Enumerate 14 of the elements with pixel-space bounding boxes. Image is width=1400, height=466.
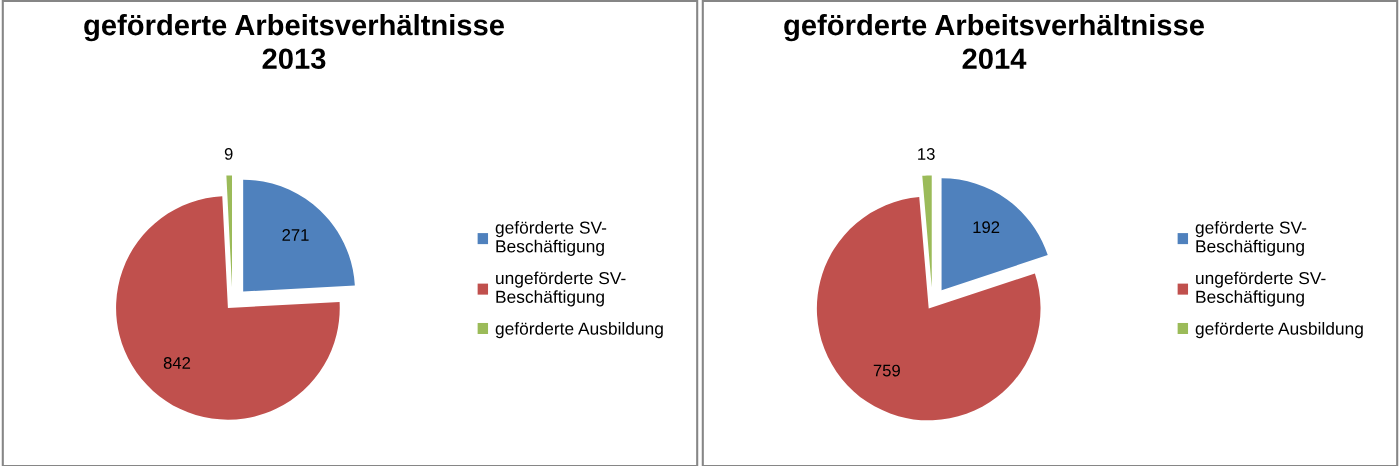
legend-label: ungeförderte SV-Beschäftigung (1196, 271, 1326, 307)
legend-label: geförderte Ausbildung (1195, 322, 1363, 339)
chart-title: geförderte Arbeitsverhältnisse 2013 (84, 13, 504, 70)
data-label: 13 (918, 148, 935, 160)
legend-label: geförderte Ausbildung (495, 322, 663, 339)
data-label: 192 (973, 221, 1000, 234)
data-label: 759 (873, 364, 900, 377)
legend-label: ungeförderte SV-Beschäftigung (496, 271, 626, 307)
legend-label: geförderte SV-Beschäftigung (495, 221, 607, 256)
chart-title: geförderte Arbeitsverhältnisse 2014 (784, 13, 1204, 70)
data-label: 842 (163, 357, 191, 369)
data-label: 9 (224, 147, 233, 160)
data-label: 271 (282, 229, 309, 241)
legend-label: geförderte SV-Beschäftigung (1195, 221, 1307, 256)
